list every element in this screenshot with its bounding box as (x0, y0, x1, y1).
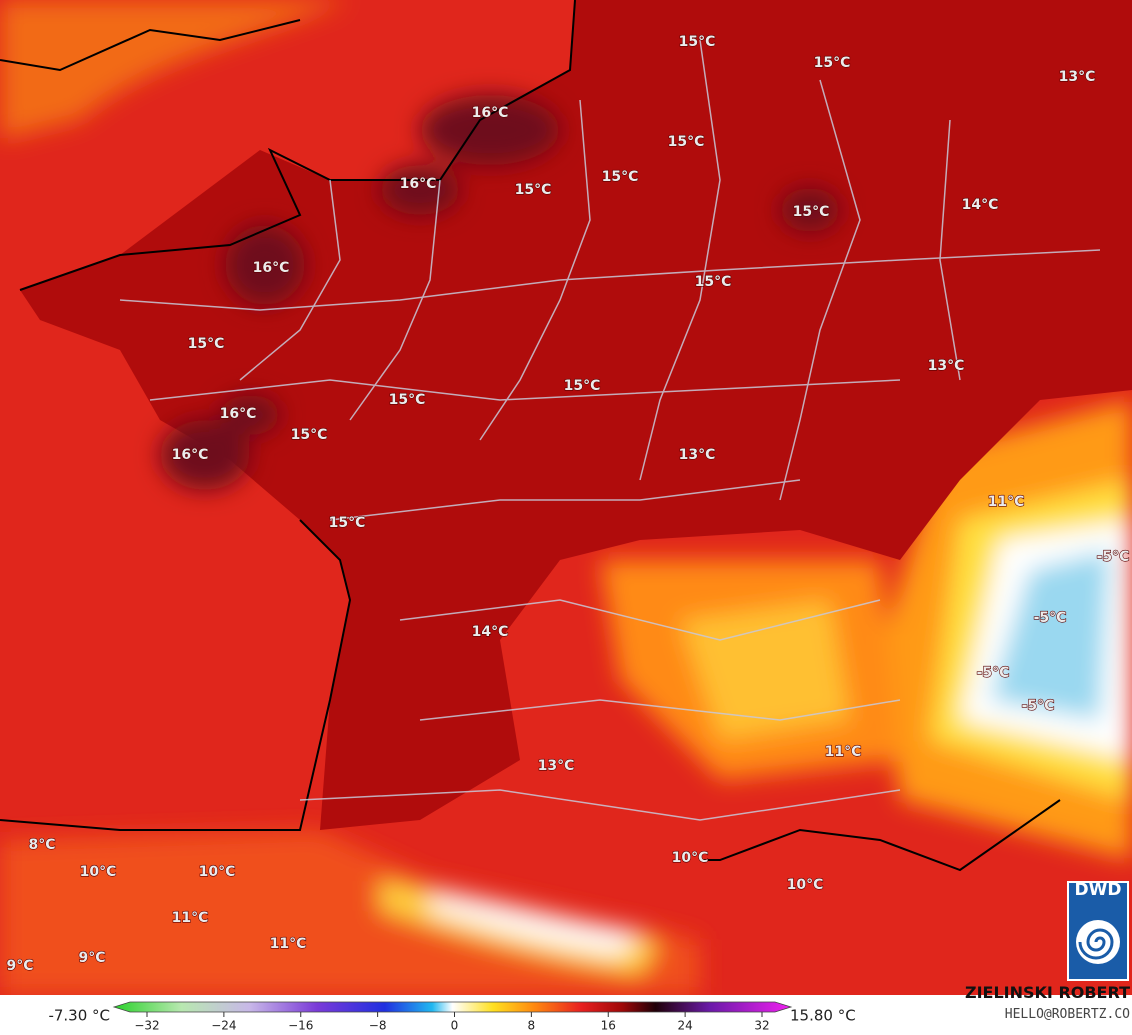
temperature-label: 11°C (270, 936, 307, 952)
colorbar-tick-label: −8 (369, 1019, 387, 1033)
temperature-labels: 15°C 15°C 13°C 16°C 15°C 15°C 16°C 15°C 15°C 14°C… (6, 33, 1130, 974)
temperature-label: -5°C (977, 665, 1010, 681)
temperature-label: 15°C (814, 55, 851, 71)
temperature-label: 8°C (28, 837, 55, 853)
land-warm (20, 0, 1132, 830)
colorbar-tick-label: −16 (288, 1019, 313, 1033)
temperature-label: 16°C (172, 447, 209, 463)
temperature-label: 15°C (668, 134, 705, 150)
temperature-label: 9°C (6, 958, 33, 974)
logo-text: DWD (1075, 880, 1122, 900)
temperature-label: 15°C (564, 378, 601, 394)
colorbar-scale (112, 1001, 793, 1013)
colorbar-tick-label: 24 (677, 1019, 692, 1033)
temperature-label: 15°C (515, 182, 552, 198)
temperature-label: 15°C (188, 336, 225, 352)
temperature-label: 10°C (80, 864, 117, 880)
temperature-label: 15°C (389, 392, 426, 408)
temperature-label: -5°C (1034, 610, 1067, 626)
author: ZIELINSKI ROBERT (965, 983, 1130, 1002)
temperature-label: 16°C (220, 406, 257, 422)
temperature-label: 10°C (199, 864, 236, 880)
temperature-label: 15°C (679, 34, 716, 50)
temperature-label: 11°C (172, 910, 209, 926)
temperature-label: 9°C (78, 950, 105, 966)
credits: ZIELINSKI ROBERT HELLO@ROBERTZ.CO DWD (965, 880, 1130, 1022)
temperature-label: 15°C (602, 169, 639, 185)
temperature-label: 14°C (472, 624, 509, 640)
colorbar-tick-label: 32 (754, 1019, 769, 1033)
temperature-label: 16°C (472, 105, 509, 121)
colorbar-tick-label: −24 (211, 1019, 236, 1033)
temperature-label: 10°C (787, 877, 824, 893)
temperature-label: 13°C (1059, 69, 1096, 85)
temperature-label: -5°C (1097, 549, 1130, 565)
colorbar-tick-label: 0 (451, 1019, 459, 1033)
temperature-label: 16°C (253, 260, 290, 276)
temperature-label: 10°C (672, 850, 709, 866)
temperature-label: 13°C (538, 758, 575, 774)
temperature-label: 15°C (291, 427, 328, 443)
colorbar-ticks: −32 −24 −16 −8 0 8 16 24 32 (134, 1012, 770, 1033)
colorbar-tick-label: 8 (528, 1019, 536, 1033)
map-background (0, 0, 1132, 995)
temperature-label: 15°C (695, 274, 732, 290)
contact: HELLO@ROBERTZ.CO (1005, 1007, 1130, 1022)
temperature-label: 11°C (825, 744, 862, 760)
temperature-label: 13°C (679, 447, 716, 463)
temperature-label: 15°C (793, 204, 830, 220)
temperature-label: -5°C (1022, 698, 1055, 714)
temperature-label: 13°C (928, 358, 965, 374)
colorbar-max: 15.80 °C (790, 1007, 856, 1025)
colorbar-tick-label: 16 (601, 1019, 616, 1033)
colorbar-min: -7.30 °C (48, 1007, 110, 1025)
temperature-label: 16°C (400, 176, 437, 192)
temperature-label: 14°C (962, 197, 999, 213)
colorbar: -7.30 °C 15.80 °C −32 −24 −16 −8 0 8 16 24 32 (0, 995, 1132, 1035)
temperature-label: 15°C (329, 515, 366, 531)
temperature-label: 11°C (988, 494, 1025, 510)
colorbar-tick-label: −32 (134, 1019, 159, 1033)
